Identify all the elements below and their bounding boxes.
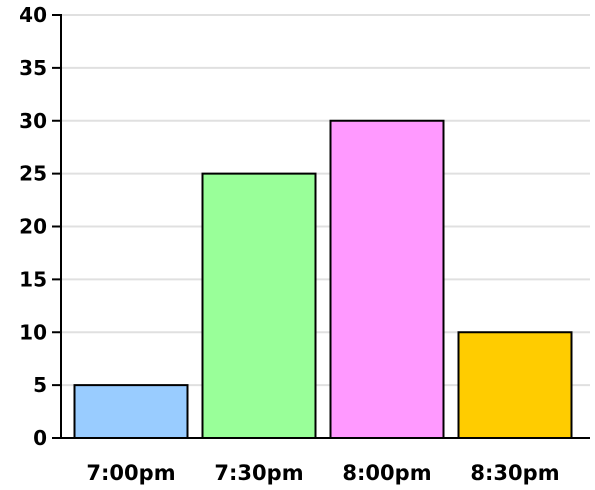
y-tick-label: 35 <box>19 56 47 80</box>
x-category-label: 8:30pm <box>470 461 559 485</box>
y-tick-label: 5 <box>33 373 47 397</box>
bars <box>73 119 573 439</box>
y-tick-label: 20 <box>19 215 47 239</box>
y-axis-ticks: 0 5 10 15 20 25 30 35 40 <box>19 3 61 450</box>
x-category-label: 7:30pm <box>214 461 303 485</box>
y-tick-label: 10 <box>19 320 47 344</box>
bar-8:00pm <box>329 119 445 439</box>
y-tick-label: 25 <box>19 162 47 186</box>
bar-8:30pm <box>457 331 573 439</box>
x-category-label: 8:00pm <box>342 461 431 485</box>
x-category-label: 7:00pm <box>86 461 175 485</box>
y-tick-label: 30 <box>19 109 47 133</box>
bar-7:30pm <box>201 172 317 439</box>
bar-7:00pm <box>73 384 189 439</box>
y-tick-label: 0 <box>33 426 47 450</box>
y-tick-label: 40 <box>19 3 47 27</box>
x-axis-labels: 7:00pm 7:30pm 8:00pm 8:30pm <box>86 461 559 485</box>
gridlines <box>61 14 590 387</box>
y-tick-label: 15 <box>19 267 47 291</box>
